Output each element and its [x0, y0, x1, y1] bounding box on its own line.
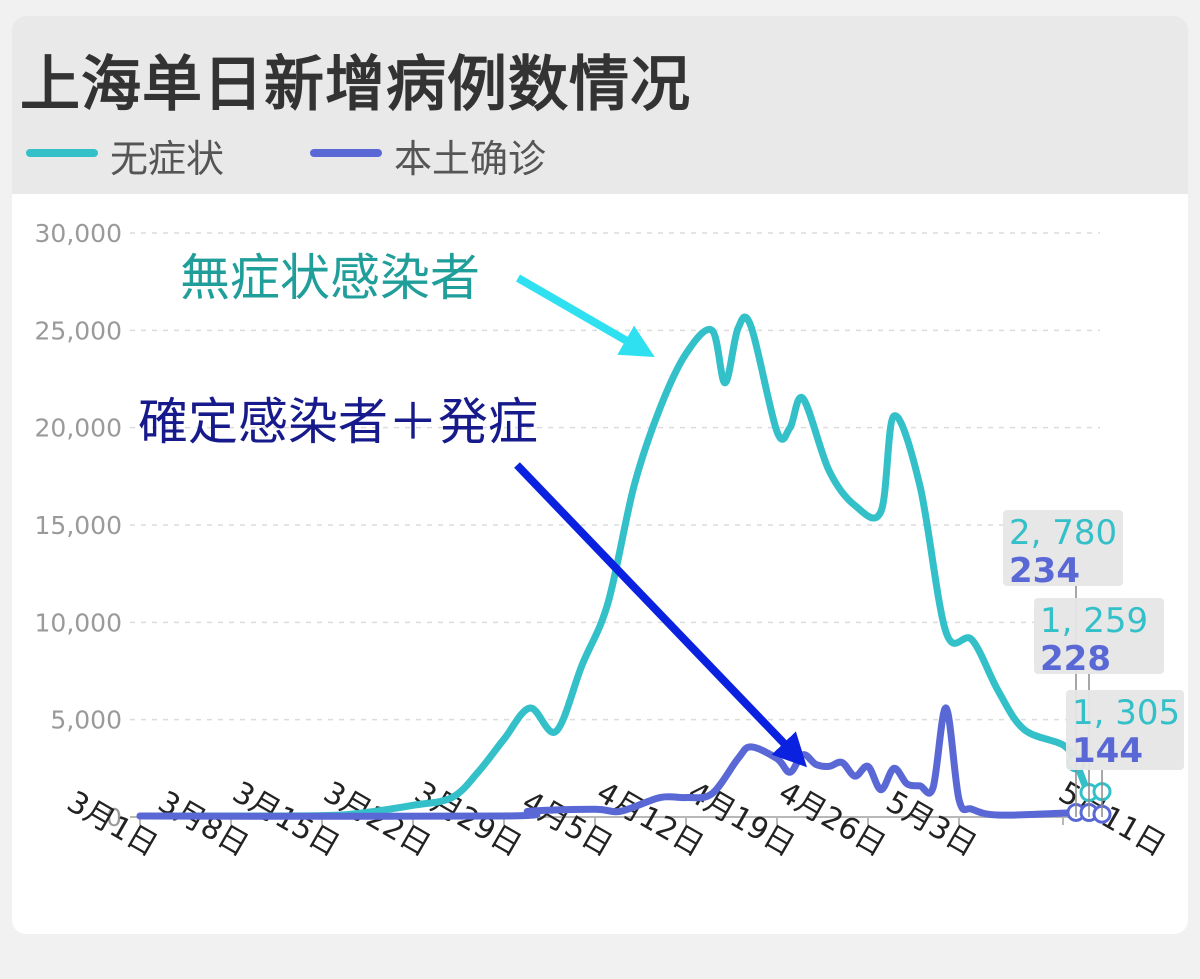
y-tick-label: 10,000 [35, 608, 122, 637]
chart-card: 上海单日新增病例数情况 无症状 本土确诊 [12, 16, 1188, 934]
annotation-arrow-confirmed [514, 462, 807, 768]
callout-confirmed-value: 144 [1072, 731, 1143, 771]
series-line-confirmed [136, 704, 1106, 820]
y-tick-label: 30,000 [35, 219, 122, 248]
callout-box [1003, 510, 1123, 586]
callout-asymptomatic-value: 1, 305 [1072, 693, 1180, 733]
y-tick-label: 15,000 [35, 511, 122, 540]
x-tick-label: 3月1日 [61, 785, 164, 864]
y-tick-label: 25,000 [35, 316, 122, 345]
x-tick-label: 5月3日 [880, 785, 983, 864]
y-tick-label: 20,000 [35, 414, 122, 443]
callout-asymptomatic-value: 2, 780 [1009, 513, 1117, 553]
callout-asymptomatic-value: 1, 259 [1040, 601, 1148, 641]
legend-swatch-asymptomatic [26, 149, 98, 157]
y-tick-label: 0 [106, 803, 122, 832]
callout-box [1066, 690, 1184, 770]
legend-swatch-confirmed [310, 149, 382, 157]
callout-confirmed-value: 228 [1040, 639, 1111, 679]
chart-header: 上海单日新增病例数情况 无症状 本土确诊 [12, 16, 1188, 194]
callout-box [1034, 598, 1164, 674]
callout-confirmed-value: 234 [1009, 551, 1080, 591]
annotation-asymptomatic: 無症状感染者 [180, 249, 480, 307]
series-line-asymptomatic [136, 313, 1106, 820]
annotation-confirmed: 確定感染者＋発症 [138, 393, 538, 451]
legend-label-asymptomatic: 无症状 [110, 137, 225, 181]
y-tick-label: 5,000 [50, 706, 122, 735]
legend-label-confirmed: 本土确诊 [394, 137, 547, 181]
chart-title: 上海单日新增病例数情况 [20, 50, 691, 120]
annotation-arrow-asymptomatic [515, 274, 655, 358]
